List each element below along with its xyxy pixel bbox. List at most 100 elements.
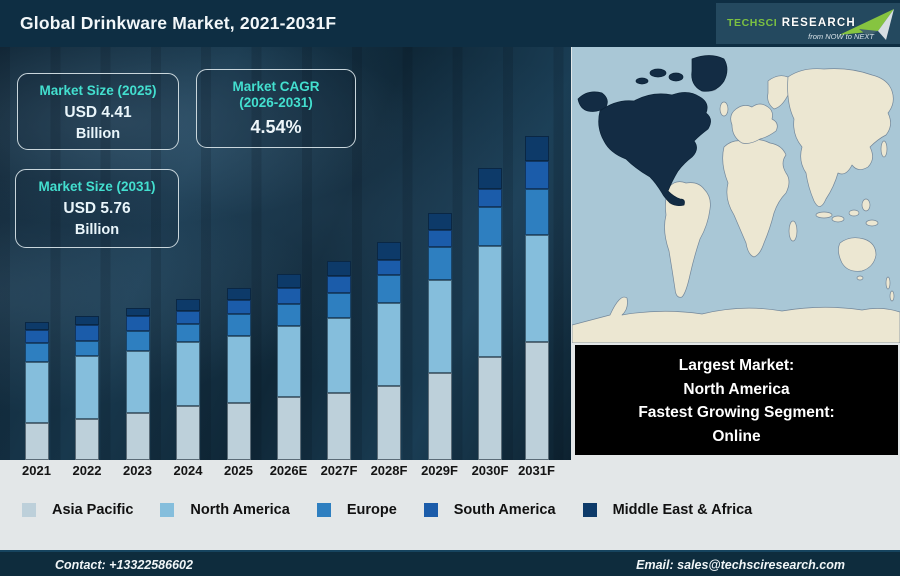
footer-contact: Contact: +13322586602 [55,558,193,572]
bar-segment [125,316,150,331]
bar-segment [377,303,401,386]
footer: Contact: +13322586602 Email: sales@techs… [0,550,900,576]
bar-segment [276,274,301,288]
bar-segment [75,316,99,325]
x-axis-label: 2023 [123,463,152,478]
bar-segment [478,168,502,189]
logo-brand-secondary: Research [781,17,856,29]
market-cagr-value: 4.54% [250,117,302,137]
logo-arrow-icon [839,9,894,40]
bar-chart [0,47,571,460]
largest-market-value: North America [683,380,790,398]
bar-segment [524,136,549,161]
bar-segment [478,357,502,460]
market-size-2025-value: USD 4.41 [64,104,132,121]
market-cagr-period: (2026-2031) [239,95,313,110]
x-axis-label: 2025 [224,463,253,478]
bar-segment [327,318,351,393]
legend: Asia Pacific North America Europe South Ame… [22,502,752,518]
bar-segment [327,393,351,460]
x-axis-label: 2028F [370,463,408,478]
legend-swatch [316,503,331,517]
highlight-box: Largest Market: North America Fastest Gr… [575,345,898,455]
x-axis-label: 2024 [173,463,203,478]
logo-wordmark: TechSci Research [727,13,856,31]
legend-item: South America [423,502,556,518]
legend-label: Asia Pacific [52,502,134,518]
bar-segment [524,342,549,460]
bar-segment [75,325,99,341]
bar-segment [478,207,502,246]
bar-segment [377,260,401,275]
market-cagr-box: Market CAGR (2026-2031) 4.54% [196,69,356,148]
x-axis-label: 2029F [421,463,458,478]
bar-segment [276,288,301,304]
bar-segment [75,356,99,419]
legend-item: Asia Pacific [22,502,133,518]
bar-segment [276,304,301,326]
techsci-logo: TechSci Research from NOW to NEXT [716,3,900,44]
bar-segment [478,246,502,357]
legend-label: North America [190,502,290,518]
legend-swatch [423,503,438,517]
bar-segment [226,336,251,403]
legend-swatch [582,503,597,517]
bar-segment [377,242,401,260]
legend-label: Middle East & Africa [612,502,753,518]
largest-market-label: Largest Market: [678,357,795,374]
x-axis-label: 2027F [320,463,358,478]
bar-segment [478,189,502,207]
bar-segment [524,161,549,189]
bar-segment [75,341,99,356]
bar-segment [226,300,251,314]
bar-segment [327,293,351,318]
market-size-2025-unit: Billion [75,126,121,142]
fastest-segment-value: Online [712,427,761,445]
bar-segment [125,351,150,413]
page-title: Global Drinkware Market, 2021-2031F [20,13,337,33]
x-axis-label: 2030F [471,463,509,478]
x-axis-labels: 2021 2022 2023 2024 2025 2026E 2027F 2028F 2029F… [0,463,571,483]
bar-2029F [427,213,452,460]
x-axis-label: 2026E [269,463,308,478]
bar-segment [24,362,49,423]
legend-item: Middle East & Africa [582,502,753,518]
bar-segment [24,423,49,460]
bar-2030F [478,168,502,460]
bar-segment [226,403,251,460]
bar-segment [524,235,549,342]
bar-segment [24,343,49,362]
legend-label: Europe [346,502,397,518]
bar-2021 [24,322,49,460]
logo-tagline: from NOW to NEXT [808,32,874,41]
fastest-segment-label: Fastest Growing Segment: [638,404,835,421]
market-size-2031-heading: Market Size (2031) [38,179,156,194]
legend-swatch [22,503,36,517]
legend-item: Europe [316,502,397,518]
market-size-2031-box: Market Size (2031) USD 5.76 Billion [15,169,179,248]
bar-2022 [75,316,99,460]
bar-2031F [524,136,549,460]
market-size-2031-unit: Billion [74,222,120,238]
market-size-2031-value: USD 5.76 [63,200,131,217]
bar-2028F [377,242,401,460]
bar-2027F [327,261,351,460]
bar-segment [176,311,200,324]
bottom-strip: 2021 2022 2023 2024 2025 2026E 2027F 2028F 2029F… [0,460,900,550]
bar-segment [427,280,452,373]
bar-segment [24,330,49,343]
bar-segment [327,276,351,293]
bar-segment [377,275,401,303]
bar-segment [24,322,49,330]
bar-segment [427,213,452,230]
bar-2026E [276,274,301,460]
bar-segment [377,386,401,460]
bar-segment [427,230,452,247]
bar-segment [125,331,150,351]
footer-email: Email: sales@techsciresearch.com [636,558,845,572]
bar-segment [276,326,301,397]
bar-segment [125,413,150,460]
logo-brand-primary: TechSci [727,17,778,29]
header: Global Drinkware Market, 2021-2031F Tech… [0,0,900,47]
